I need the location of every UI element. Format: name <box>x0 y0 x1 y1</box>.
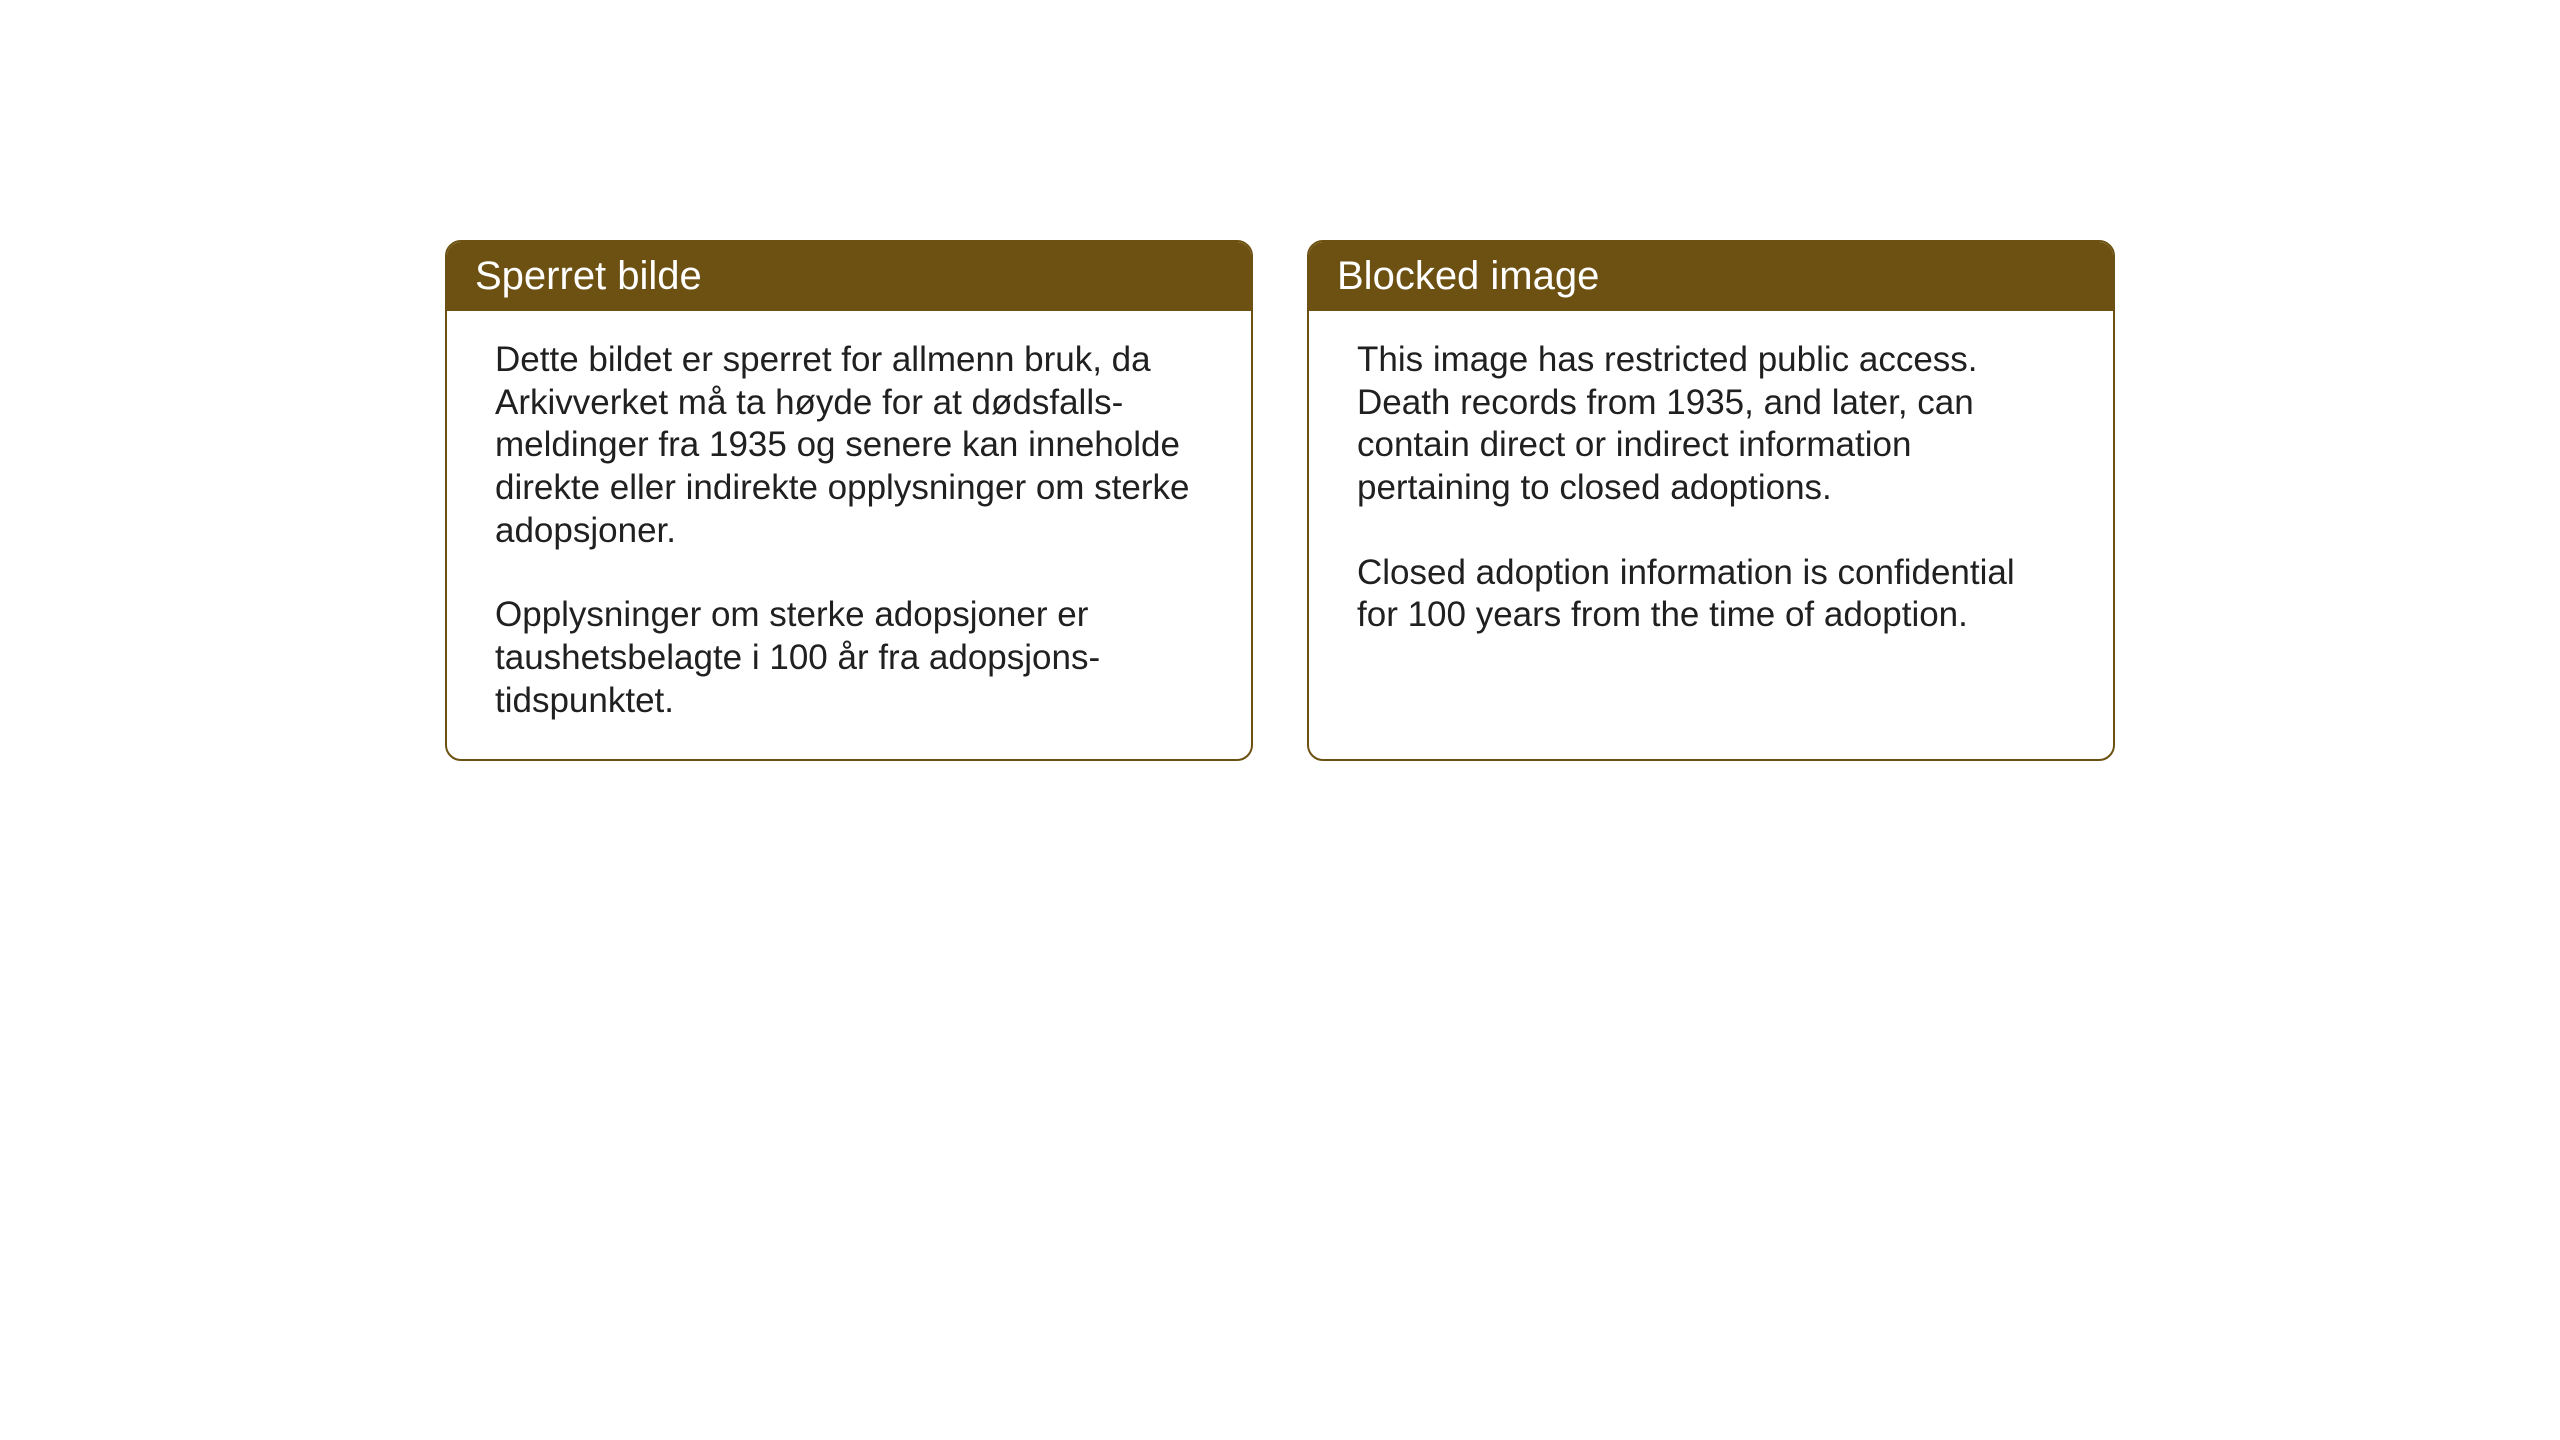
notice-paragraph-1-norwegian: Dette bildet er sperret for allmenn bruk… <box>495 339 1203 552</box>
notice-paragraph-1-english: This image has restricted public access.… <box>1357 339 2065 510</box>
notice-header-english: Blocked image <box>1309 242 2113 311</box>
notice-card-norwegian: Sperret bilde Dette bildet er sperret fo… <box>445 240 1253 761</box>
notice-body-english: This image has restricted public access.… <box>1309 311 2113 673</box>
notice-title-norwegian: Sperret bilde <box>475 254 702 298</box>
notice-paragraph-2-norwegian: Opplysninger om sterke adopsjoner er tau… <box>495 594 1203 722</box>
notice-card-english: Blocked image This image has restricted … <box>1307 240 2115 761</box>
notice-header-norwegian: Sperret bilde <box>447 242 1251 311</box>
notice-paragraph-2-english: Closed adoption information is confident… <box>1357 552 2065 637</box>
notice-body-norwegian: Dette bildet er sperret for allmenn bruk… <box>447 311 1251 759</box>
notice-title-english: Blocked image <box>1337 254 1599 298</box>
notice-container: Sperret bilde Dette bildet er sperret fo… <box>445 240 2115 761</box>
